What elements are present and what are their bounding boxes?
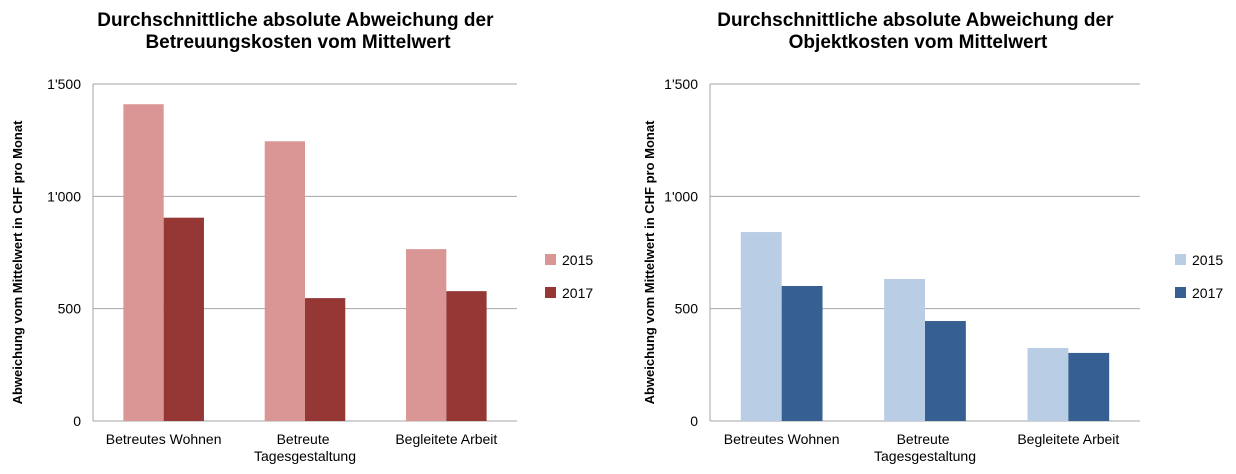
x-tick-label: Begleitete Arbeit bbox=[1017, 431, 1119, 447]
legend-label: 2017 bbox=[562, 285, 593, 301]
x-tick-label: Betreute Tagesgestaltung bbox=[874, 431, 976, 464]
bar bbox=[781, 285, 823, 421]
bar bbox=[740, 232, 782, 421]
x-tick-label: Begleitete Arbeit bbox=[395, 431, 497, 447]
legend-label: 2015 bbox=[1192, 252, 1223, 268]
legend-label: 2017 bbox=[1192, 285, 1223, 301]
bar bbox=[163, 217, 204, 421]
bar bbox=[1068, 352, 1110, 421]
legend-label: 2015 bbox=[562, 252, 593, 268]
x-tick-label: Betreutes Wohnen bbox=[724, 431, 840, 447]
y-tick-label: 500 bbox=[675, 301, 699, 317]
bar bbox=[305, 298, 346, 421]
chart-title: Durchschnittliche absolute Abweichung de… bbox=[97, 10, 499, 53]
y-tick-label: 1'000 bbox=[664, 188, 698, 204]
x-tick-label: Betreutes Wohnen bbox=[106, 431, 222, 447]
legend-swatch bbox=[545, 287, 556, 298]
bar bbox=[264, 141, 305, 422]
bar bbox=[884, 279, 925, 421]
bar bbox=[1027, 347, 1069, 421]
y-axis-label: Abweichung vom Mittelwert in CHF pro Mon… bbox=[10, 120, 25, 405]
bar bbox=[925, 321, 966, 421]
legend-swatch bbox=[1175, 254, 1186, 265]
y-tick-label: 1'000 bbox=[47, 188, 81, 204]
y-tick-label: 0 bbox=[690, 413, 698, 429]
y-tick-label: 1'500 bbox=[47, 76, 81, 92]
bar bbox=[123, 104, 164, 421]
chart-title: Durchschnittliche absolute Abweichung de… bbox=[717, 10, 1119, 53]
x-tick-label: Betreute Tagesgestaltung bbox=[254, 431, 356, 464]
legend-swatch bbox=[545, 254, 556, 265]
y-axis-label: Abweichung vom Mittelwert in CHF pro Mon… bbox=[642, 120, 657, 405]
legend-swatch bbox=[1175, 287, 1186, 298]
y-tick-label: 0 bbox=[73, 413, 81, 429]
bar bbox=[446, 291, 487, 421]
bar bbox=[406, 249, 447, 421]
y-tick-label: 500 bbox=[58, 301, 82, 317]
y-tick-label: 1'500 bbox=[664, 76, 698, 92]
